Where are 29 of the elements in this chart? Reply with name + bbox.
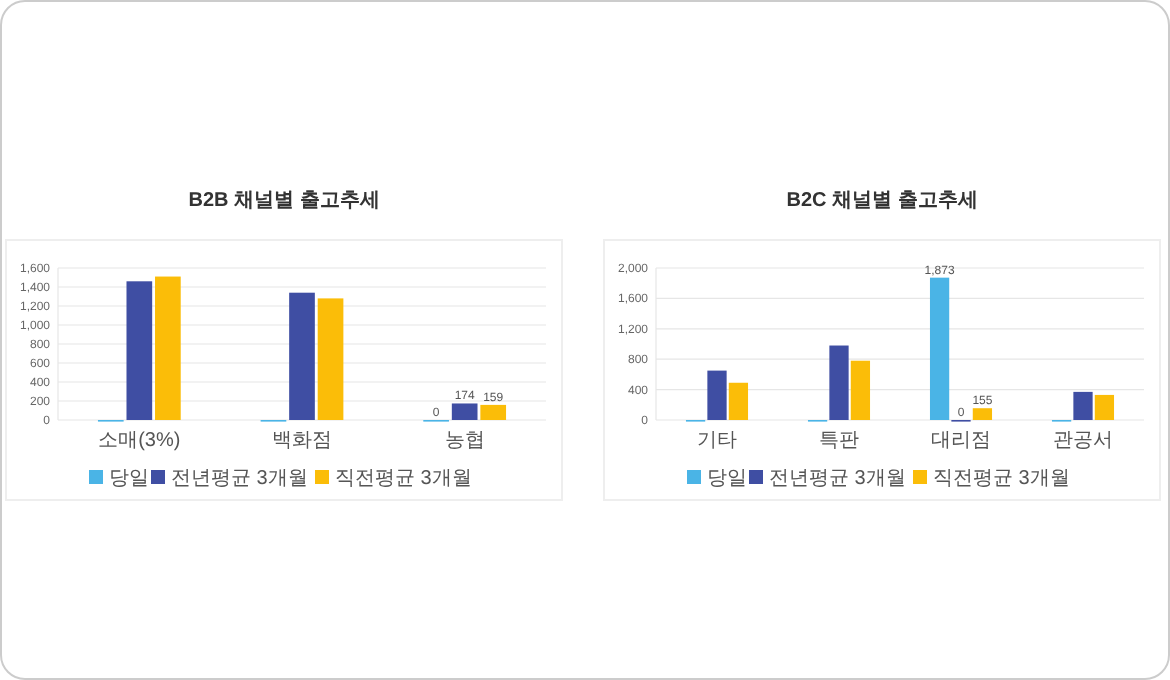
x-tick-label: 특판 (819, 430, 859, 452)
bar (850, 360, 871, 420)
legend-label: 직전평균 3개월 (335, 468, 472, 490)
legend-label: 당일 (707, 468, 747, 490)
legend-label: 당일 (109, 468, 149, 490)
x-tick-label: 관공서 (1053, 430, 1113, 452)
bar (707, 370, 727, 420)
legend-label: 전년평균 3개월 (769, 468, 906, 490)
x-tick-label: 소매(3%) (98, 430, 181, 452)
bar (829, 345, 849, 420)
bar (155, 276, 181, 420)
x-tick-label: 대리점 (931, 430, 991, 452)
bar (972, 408, 993, 420)
bar (480, 404, 507, 420)
bar (317, 298, 344, 420)
bar (289, 292, 315, 420)
legend-label: 전년평균 3개월 (171, 468, 308, 490)
chart-title: B2C 채널별 출고추세 (786, 190, 978, 212)
bar (1073, 391, 1093, 420)
x-tick-label: 기타 (697, 430, 737, 452)
bar (1094, 394, 1115, 420)
bar (126, 281, 153, 420)
legend-label: 직전평균 3개월 (933, 468, 1070, 490)
x-tick-label: 농협 (444, 430, 485, 452)
x-tick-label: 백화점 (272, 430, 332, 452)
chart-title: B2B 채널별 출고추세 (188, 190, 380, 212)
bar (451, 403, 478, 420)
bar (728, 382, 749, 420)
bar (929, 277, 950, 420)
